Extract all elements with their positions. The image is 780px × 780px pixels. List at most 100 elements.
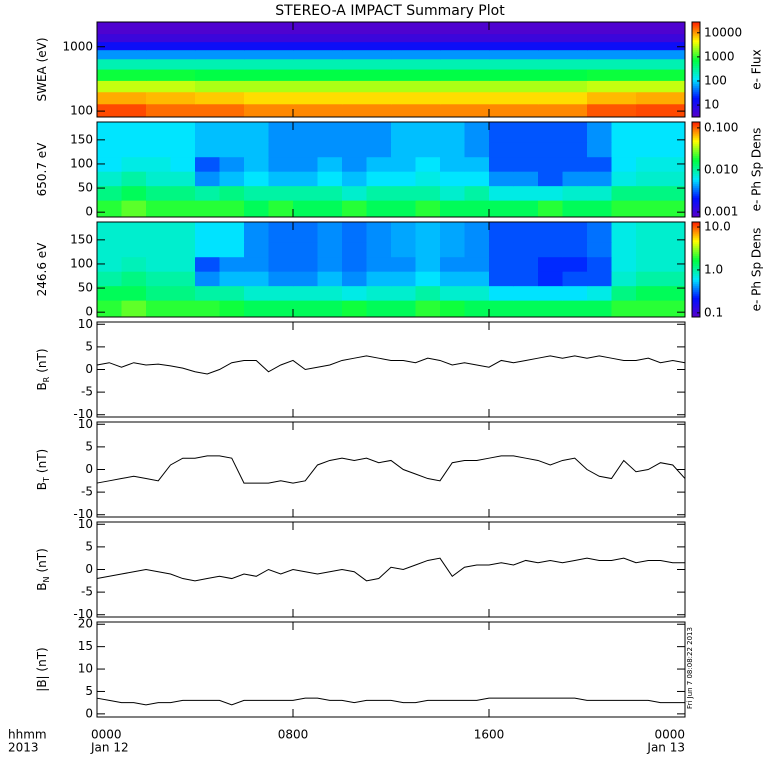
- colorbar-swatch: [692, 299, 700, 302]
- colorbar-swatch: [692, 101, 700, 104]
- heatmap-cell: [317, 285, 343, 301]
- heatmap-cell: [562, 171, 588, 187]
- heatmap-cell: [146, 271, 171, 287]
- heatmap-cell: [342, 256, 367, 272]
- heatmap-cell: [562, 271, 588, 287]
- colorbar-swatch: [692, 125, 700, 129]
- heatmap-cell: [195, 33, 245, 43]
- heatmap-cell: [244, 58, 294, 70]
- colorbar-swatch: [692, 59, 700, 63]
- colorbar-swatch: [692, 223, 700, 227]
- colorbar-swatch: [692, 281, 700, 284]
- heatmap-cell: [440, 271, 465, 287]
- heatmap-cell: [415, 242, 441, 258]
- heatmap-cell: [636, 80, 686, 93]
- heatmap-cell: [342, 58, 392, 70]
- y-axis-label: BN (nT): [35, 548, 51, 591]
- colorbar-label: e- Flux: [750, 49, 764, 89]
- colorbar-swatch: [692, 207, 700, 210]
- heatmap-cell: [121, 142, 147, 158]
- colorbar-swatch: [692, 175, 700, 178]
- heatmap-cell: [587, 69, 637, 81]
- heatmap-cell: [440, 33, 490, 43]
- colorbar-swatch: [692, 267, 700, 270]
- heatmap-cell: [489, 156, 514, 172]
- heatmap-cell: [268, 271, 294, 287]
- heatmap-cell: [97, 69, 147, 81]
- y-axis-label: 246.6 eV: [35, 242, 49, 297]
- heatmap-cell: [293, 80, 343, 93]
- corner-label: hhmm: [8, 728, 47, 742]
- heatmap-cell: [538, 69, 588, 81]
- colorbar-swatch: [692, 127, 700, 131]
- colorbar-swatch: [692, 253, 700, 257]
- colorbar-swatch: [692, 85, 700, 88]
- heatmap-cell: [391, 185, 416, 201]
- heatmap-cell: [562, 142, 588, 158]
- heatmap-cell: [293, 91, 343, 105]
- heatmap-cell: [366, 222, 392, 243]
- heatmap-cell: [195, 49, 245, 60]
- heatmap-cell: [587, 185, 612, 201]
- colorbar-swatch: [692, 303, 700, 306]
- colorbar-swatch: [692, 185, 700, 188]
- heatmap-cell: [440, 300, 465, 318]
- heatmap-cell: [611, 185, 637, 201]
- heatmap-cell: [538, 185, 563, 201]
- heatmap-cell: [391, 156, 416, 172]
- heatmap-cell: [611, 222, 637, 243]
- heatmap-cell: [268, 256, 294, 272]
- heatmap-cell: [317, 171, 343, 187]
- colorbar-swatch: [692, 161, 700, 165]
- heatmap-cell: [317, 242, 343, 258]
- corner-label: 2013: [8, 741, 39, 755]
- heatmap-cell: [440, 103, 490, 118]
- colorbar-label: e- Ph Sp Dens: [750, 228, 764, 312]
- heatmap-cell: [146, 41, 196, 51]
- colorbar-swatch: [692, 269, 700, 272]
- heatmap-cell: [660, 122, 686, 143]
- heatmap-cell: [293, 222, 318, 243]
- heatmap-cell: [366, 185, 392, 201]
- heatmap-cell: [146, 171, 171, 187]
- y-tick-label: -10: [73, 507, 93, 521]
- heatmap-cell: [513, 300, 539, 318]
- heatmap-cell: [97, 171, 122, 187]
- y-axis-label-base: B: [35, 382, 49, 390]
- heatmap-cell: [317, 200, 343, 218]
- heatmap-cell: [660, 185, 686, 201]
- colorbar-swatch: [692, 243, 700, 247]
- colorbar-swatch: [692, 181, 700, 184]
- y-tick-label: -10: [73, 407, 93, 421]
- heatmap-cell: [538, 91, 588, 105]
- y-axis-label-unit: (nT): [35, 548, 49, 572]
- heatmap-cell: [660, 271, 686, 287]
- colorbar-swatch: [692, 193, 700, 196]
- colorbar-swatch: [692, 189, 700, 192]
- heatmap-cell: [219, 122, 245, 143]
- heatmap-cell: [170, 171, 196, 187]
- heatmap-cell: [244, 222, 269, 243]
- heatmap-cell: [146, 256, 171, 272]
- heatmap-cell: [244, 69, 294, 81]
- y-tick-label: 0: [85, 205, 93, 219]
- heatmap-cell: [660, 256, 686, 272]
- y-axis-label-text: |B| (nT): [35, 647, 49, 691]
- heatmap-cell: [391, 200, 416, 218]
- heatmap-cell: [464, 156, 490, 172]
- heatmap-cell: [366, 171, 392, 187]
- colorbar-swatch: [692, 197, 700, 200]
- colorbar-swatch: [692, 41, 700, 45]
- colorbar-swatch: [692, 113, 700, 116]
- y-tick-label: -5: [81, 485, 93, 499]
- heatmap-cell: [195, 58, 245, 70]
- heatmap-cell: [219, 185, 245, 201]
- heatmap-cell: [244, 49, 294, 60]
- heatmap-cell: [342, 80, 392, 93]
- heatmap-cell: [121, 242, 147, 258]
- heatmap-cell: [636, 200, 661, 218]
- heatmap-cell: [317, 256, 343, 272]
- heatmap-cell: [391, 285, 416, 301]
- heatmap-cell: [195, 200, 220, 218]
- heatmap-cell: [440, 171, 465, 187]
